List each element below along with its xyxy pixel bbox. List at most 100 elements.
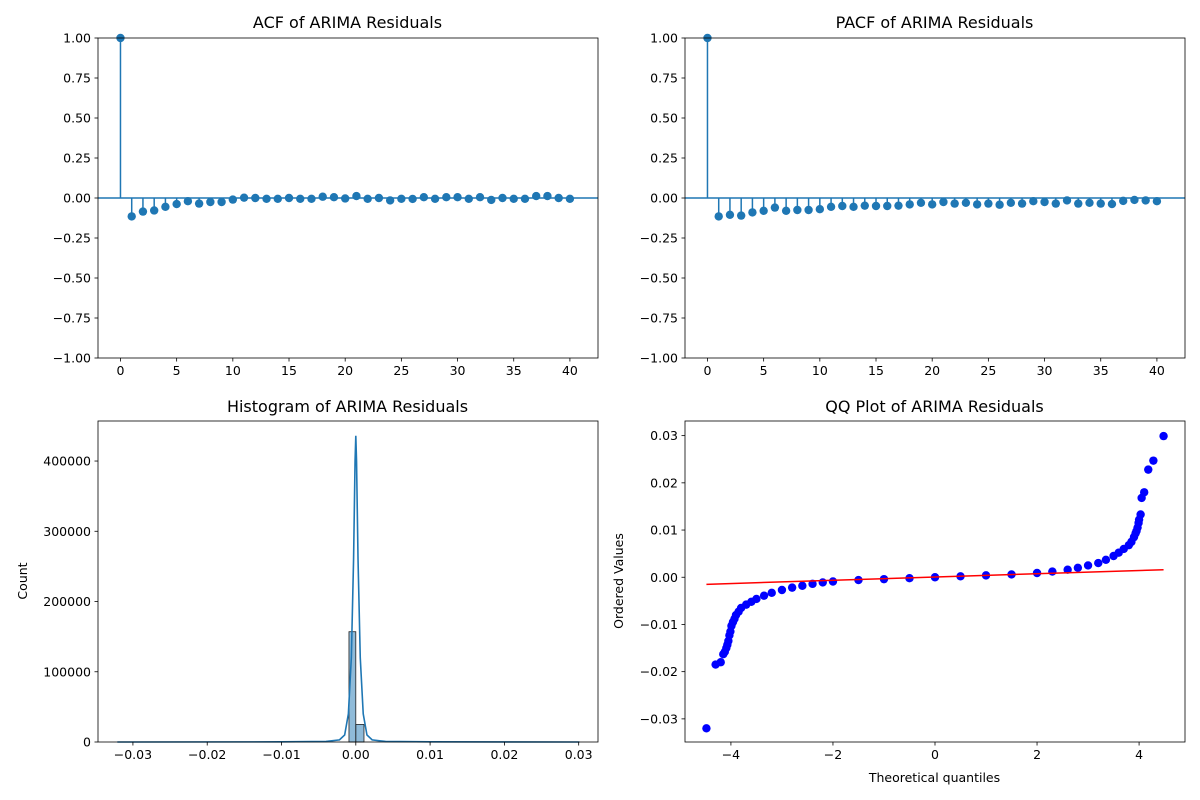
- acf-marker: [284, 193, 294, 203]
- acf-marker: [183, 197, 193, 206]
- acf-marker: [464, 194, 473, 203]
- acf-marker: [397, 194, 406, 203]
- pacf-title: PACF of ARIMA Residuals: [836, 13, 1034, 32]
- pacf-marker: [1074, 199, 1083, 208]
- histogram-title: Histogram of ARIMA Residuals: [227, 397, 468, 416]
- histogram-ytick-label: 400000: [43, 454, 91, 469]
- acf-marker: [419, 193, 429, 202]
- qq-ytick-label: 0.00: [650, 570, 678, 585]
- qq-point: [1139, 488, 1149, 497]
- acf-marker: [296, 194, 305, 203]
- acf-ytick-label: 0.00: [63, 191, 91, 206]
- pacf-marker: [972, 200, 982, 209]
- pacf-xtick-label: 20: [924, 363, 940, 378]
- acf-marker: [520, 194, 530, 203]
- acf-marker: [172, 199, 181, 209]
- qq-point: [798, 581, 807, 590]
- acf-marker: [228, 195, 238, 204]
- acf-xtick-label: 15: [281, 363, 297, 378]
- acf-marker: [149, 206, 159, 215]
- acf-marker: [318, 192, 327, 201]
- acf-marker: [262, 194, 271, 203]
- acf-xtick-label: 40: [562, 363, 578, 378]
- pacf-marker: [1017, 199, 1027, 208]
- pacf-marker: [815, 205, 825, 214]
- acf-marker: [498, 193, 507, 203]
- histogram-xtick-label: 0.02: [490, 747, 518, 762]
- acf-ytick-label: −1.00: [53, 351, 91, 366]
- pacf-marker: [736, 211, 746, 220]
- qq-point: [1159, 431, 1168, 441]
- pacf-marker: [781, 206, 791, 215]
- histogram-panel: Histogram of ARIMA Residuals Count −0.03…: [15, 397, 599, 762]
- acf-marker: [239, 193, 249, 202]
- pacf-marker: [1062, 196, 1072, 205]
- qq-point: [787, 583, 797, 592]
- histogram-bar: [355, 724, 365, 743]
- acf-marker: [363, 194, 372, 203]
- pacf-ytick-label: 0.50: [650, 111, 678, 126]
- acf-xtick-label: 0: [116, 363, 124, 378]
- qq-point: [752, 594, 761, 604]
- qq-point: [1094, 558, 1103, 568]
- pacf-marker: [1096, 199, 1105, 208]
- acf-marker: [565, 194, 575, 203]
- pacf-ytick-label: −0.50: [640, 271, 678, 286]
- qq-point: [818, 578, 827, 587]
- qq-axes-frame: [684, 420, 1186, 743]
- acf-ytick-label: 0.25: [63, 151, 91, 166]
- pacf-marker: [849, 202, 858, 211]
- acf-marker: [408, 194, 417, 204]
- pacf-marker: [1051, 199, 1060, 208]
- qq-xtick-label: −4: [722, 747, 740, 762]
- pacf-marker: [1006, 198, 1016, 207]
- pacf-marker: [916, 198, 926, 207]
- qq-point: [828, 577, 838, 586]
- qq-point: [1144, 465, 1153, 474]
- pacf-marker: [1141, 196, 1150, 205]
- acf-marker: [307, 194, 316, 203]
- acf-xtick-label: 5: [173, 363, 181, 378]
- acf-xtick-label: 35: [506, 363, 522, 378]
- pacf-marker: [725, 210, 735, 219]
- qq-point: [1136, 510, 1145, 519]
- histogram-ylabel: Count: [15, 562, 30, 599]
- qq-ytick-label: 0.03: [650, 428, 678, 443]
- pacf-marker: [804, 205, 813, 215]
- qq-point: [759, 591, 769, 600]
- acf-marker: [352, 191, 361, 201]
- acf-marker: [532, 191, 541, 201]
- pacf-marker: [826, 202, 836, 211]
- acf-axes-frame: [97, 37, 599, 359]
- histogram-xtick-label: −0.03: [114, 747, 152, 762]
- acf-marker: [442, 193, 451, 202]
- histogram-ytick-label: 100000: [43, 664, 91, 679]
- acf-ytick-label: −0.25: [53, 231, 91, 246]
- acf-marker: [251, 193, 260, 203]
- pacf-marker: [1040, 197, 1049, 207]
- qq-point: [1101, 555, 1111, 564]
- acf-marker: [487, 195, 496, 205]
- pacf-marker: [950, 199, 959, 208]
- qq-point: [777, 585, 787, 595]
- pacf-marker: [961, 198, 971, 207]
- pacf-xtick-label: 25: [980, 363, 996, 378]
- histogram-xtick-label: 0.03: [565, 747, 593, 762]
- pacf-marker: [905, 200, 914, 209]
- qq-point: [767, 588, 776, 598]
- qq-title: QQ Plot of ARIMA Residuals: [825, 397, 1044, 416]
- acf-ytick-label: −0.75: [53, 311, 91, 326]
- acf-title: ACF of ARIMA Residuals: [253, 13, 442, 32]
- qq-point: [702, 724, 711, 733]
- acf-panel: ACF of ARIMA Residuals 0 5 10 15 20 25 30 35 40 −…: [53, 13, 599, 378]
- pacf-marker: [770, 203, 780, 212]
- qq-panel: QQ Plot of ARIMA Residuals Theoretical q…: [611, 397, 1186, 785]
- pacf-xtick-label: 15: [868, 363, 884, 378]
- qq-fit-line: [706, 568, 1164, 586]
- qq-point: [1149, 456, 1158, 465]
- pacf-marker: [1107, 199, 1117, 209]
- histogram-kde-line: [117, 435, 580, 743]
- acf-xtick-label: 20: [337, 363, 353, 378]
- pacf-ytick-label: −0.75: [640, 311, 678, 326]
